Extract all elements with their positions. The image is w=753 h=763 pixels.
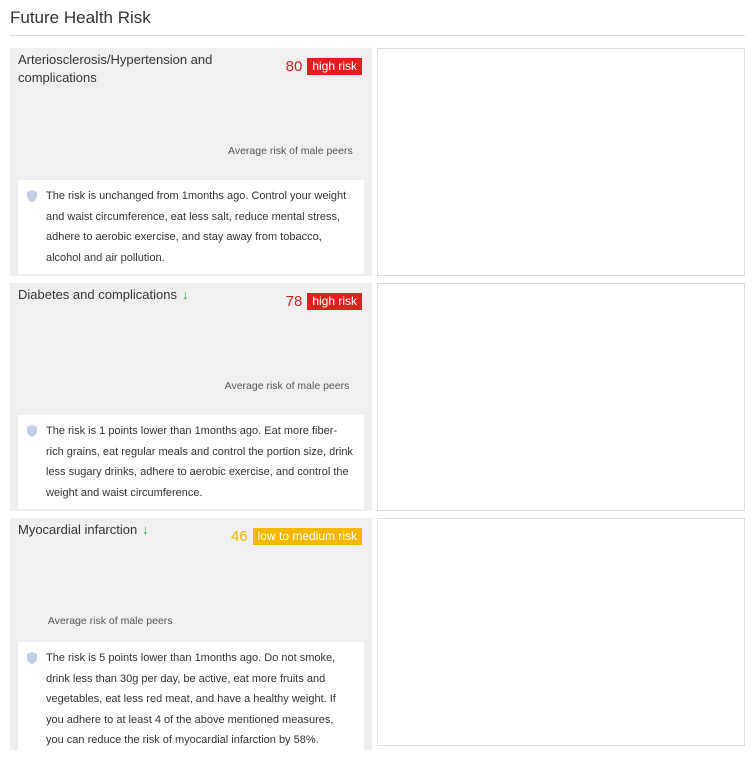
shield-icon (27, 190, 37, 202)
chart-panel: Diabetes and complications↓2023.01.14202… (377, 283, 745, 511)
advice-box: The risk is 5 points lower than 1months … (18, 642, 364, 757)
risk-score: 80 (285, 58, 303, 75)
risk-panel: Arteriosclerosis/Hypertension and compli… (10, 48, 372, 276)
risk-name-text: Diabetes and complications (18, 287, 177, 302)
risk-name: Myocardial infarction ↓ (18, 521, 268, 539)
risk-level-badge: high risk (307, 293, 362, 310)
risk-name-text: Arteriosclerosis/Hypertension and compli… (18, 52, 213, 85)
risk-panel: Myocardial infarction ↓ 46 low to medium ri… (10, 518, 372, 757)
trend-arrow: ↓ (181, 287, 189, 302)
risk-score-box: 80 high risk (286, 58, 362, 75)
risk-score-box: 46 low to medium risk (231, 528, 362, 545)
average-risk-label: Average risk of male peers (224, 380, 350, 392)
trend-arrow: ↓ (142, 522, 149, 537)
advice-text: The risk is 1 points lower than 1months … (46, 425, 353, 499)
shield-shape (27, 190, 37, 202)
risk-level-badge: low to medium risk (252, 528, 362, 545)
chart-panel: Arteriosclerosis/Hypertension and compli… (377, 48, 745, 276)
page-title: Future Health Risk (10, 8, 151, 27)
shield-shape (27, 425, 37, 437)
risk-level-badge: high risk (307, 58, 362, 75)
advice-text: The risk is unchanged from 1months ago. … (46, 190, 347, 264)
shield-icon (27, 425, 37, 437)
risk-name: Diabetes and complications ↓ (18, 286, 268, 304)
risk-name: Arteriosclerosis/Hypertension and compli… (18, 51, 268, 87)
shield-icon (27, 652, 37, 664)
average-risk-label: Average risk of male peers (228, 145, 353, 157)
risk-score: 78 (285, 293, 303, 310)
risk-score-box: 78 high risk (286, 293, 362, 310)
advice-box: The risk is 1 points lower than 1months … (18, 415, 364, 509)
chart-panel: Myocardial infarction↓2023.01.142023.02.… (377, 518, 745, 746)
title-divider (10, 35, 745, 36)
risk-score: 46 (230, 528, 248, 545)
shield-shape (27, 652, 37, 664)
advice-text: The risk is 5 points lower than 1months … (46, 652, 336, 746)
risk-name-text: Myocardial infarction (18, 522, 138, 537)
advice-box: The risk is unchanged from 1months ago. … (18, 180, 364, 274)
average-risk-label: Average risk of male peers (47, 615, 173, 627)
